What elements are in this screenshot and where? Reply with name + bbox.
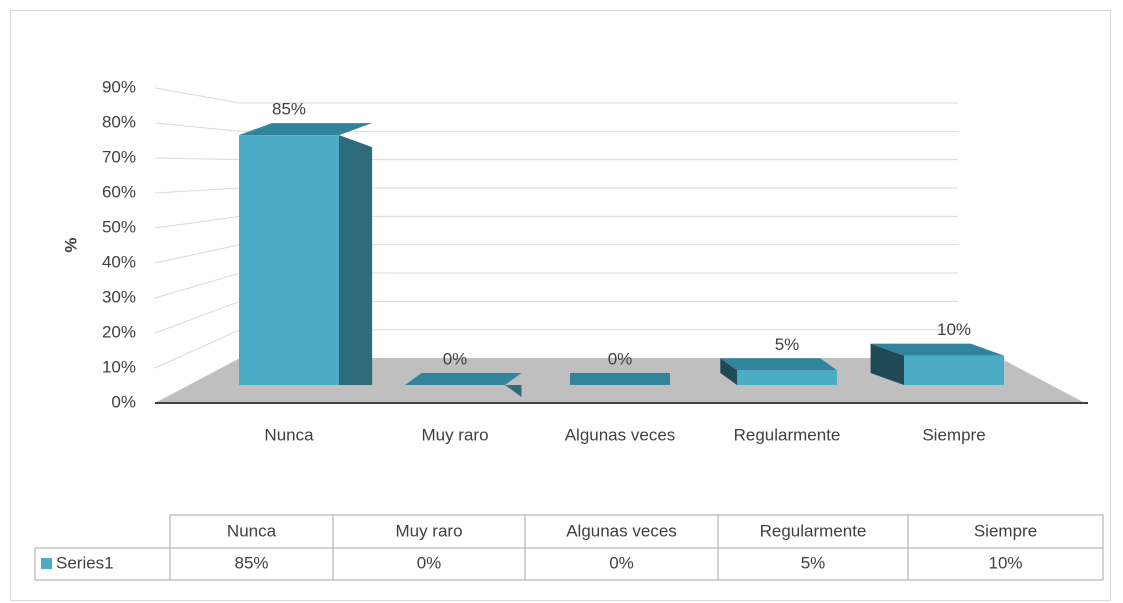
- y-tick-label: 50%: [102, 217, 136, 236]
- y-tick-label: 70%: [102, 147, 136, 166]
- table-value: 5%: [801, 553, 826, 572]
- data-label: 5%: [775, 335, 800, 354]
- grid-line: [154, 215, 241, 229]
- grid-line: [154, 272, 241, 299]
- x-tick-label: Siempre: [922, 425, 985, 444]
- table-header: Regularmente: [760, 521, 867, 540]
- bar: [737, 370, 837, 385]
- y-tick-label: 40%: [102, 252, 136, 271]
- x-tick-label: Nunca: [264, 425, 314, 444]
- grid-line: [154, 157, 241, 161]
- table-header: Algunas veces: [566, 521, 677, 540]
- bar-side: [720, 358, 737, 385]
- legend-label: Series1: [56, 553, 114, 572]
- y-axis-label: %: [61, 237, 80, 252]
- data-label: 0%: [608, 349, 633, 368]
- bar-side: [870, 343, 904, 385]
- y-tick-label: 0%: [111, 392, 136, 411]
- bar: [904, 355, 1004, 385]
- grid-line: [154, 300, 241, 334]
- bar-top: [239, 123, 373, 136]
- table-header: Muy raro: [395, 521, 462, 540]
- y-tick-label: 30%: [102, 287, 136, 306]
- y-tick-label: 90%: [102, 77, 136, 96]
- bar: [239, 135, 339, 385]
- y-tick-label: 60%: [102, 182, 136, 201]
- bar-top: [405, 373, 522, 385]
- bar-side: [339, 135, 373, 385]
- table-header: Nunca: [227, 521, 277, 540]
- bar-top: [570, 373, 670, 385]
- chart-frame: [10, 10, 1111, 601]
- y-tick-label: 20%: [102, 322, 136, 341]
- table-value: 85%: [234, 553, 268, 572]
- x-tick-label: Algunas veces: [565, 425, 676, 444]
- grid-line: [154, 87, 241, 104]
- x-tick-label: Muy raro: [421, 425, 488, 444]
- data-label: 85%: [272, 100, 306, 119]
- grid-line: [154, 187, 241, 194]
- bar-top: [870, 343, 1004, 356]
- x-tick-label: Regularmente: [734, 425, 841, 444]
- grid-line: [154, 329, 241, 369]
- grid-line: [154, 244, 241, 264]
- data-label: 0%: [443, 349, 468, 368]
- bar-side: [505, 385, 522, 397]
- table-header: Siempre: [974, 521, 1037, 540]
- grid-line: [154, 122, 241, 132]
- data-label: 10%: [937, 320, 971, 339]
- table-value: 0%: [609, 553, 634, 572]
- legend-key: [41, 558, 52, 569]
- y-tick-label: 80%: [102, 112, 136, 131]
- table-value: 0%: [417, 553, 442, 572]
- y-tick-label: 10%: [102, 357, 136, 376]
- bar-top: [720, 358, 837, 371]
- table-value: 10%: [988, 553, 1022, 572]
